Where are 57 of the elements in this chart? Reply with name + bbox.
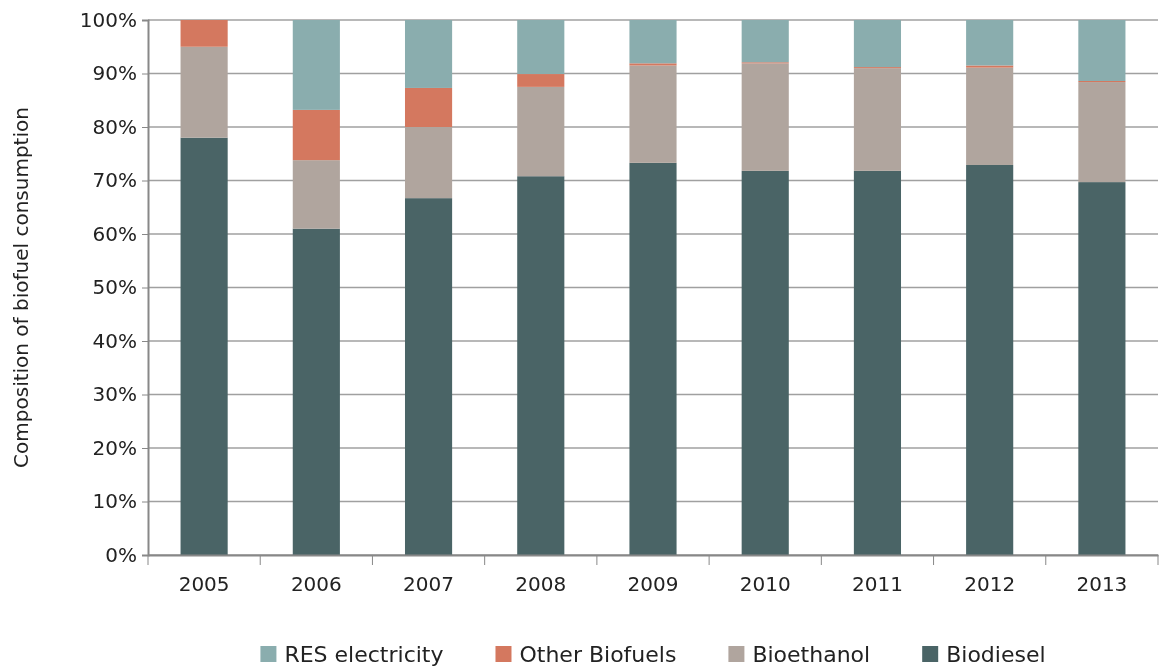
x-tick-label: 2011 bbox=[851, 572, 903, 597]
bar bbox=[966, 67, 1014, 165]
x-tick-label: 2007 bbox=[403, 572, 455, 597]
bar bbox=[404, 20, 453, 88]
y-tick-label: 30% bbox=[92, 382, 137, 407]
y-tick-label: 70% bbox=[92, 168, 137, 193]
bar bbox=[292, 20, 340, 110]
y-tick-label: 60% bbox=[92, 221, 137, 246]
bar bbox=[853, 68, 902, 171]
bar bbox=[853, 20, 902, 68]
bar bbox=[741, 63, 789, 171]
y-tick-label: 100% bbox=[79, 7, 137, 32]
bar bbox=[517, 74, 565, 87]
bar bbox=[404, 198, 453, 555]
bar bbox=[180, 46, 228, 138]
x-tick-label: 2005 bbox=[178, 572, 230, 597]
y-tick-label: 20% bbox=[92, 435, 137, 460]
x-tick-label: 2010 bbox=[739, 572, 791, 597]
bar bbox=[292, 109, 340, 161]
bar bbox=[966, 65, 1014, 68]
bar bbox=[517, 86, 565, 177]
y-tick-label: 40% bbox=[92, 328, 137, 353]
bar bbox=[741, 170, 789, 555]
y-tick-label: 0% bbox=[105, 542, 137, 567]
legend-label: Biodiesel bbox=[946, 642, 1046, 667]
bar bbox=[517, 20, 565, 75]
bar bbox=[629, 65, 677, 163]
bar bbox=[292, 228, 340, 555]
bar bbox=[1078, 20, 1126, 81]
x-tick-label: 2008 bbox=[515, 572, 567, 597]
bar bbox=[1078, 182, 1126, 555]
x-tick-label: 2012 bbox=[964, 572, 1016, 597]
bar bbox=[292, 160, 340, 229]
x-tick-label: 2013 bbox=[1076, 572, 1128, 597]
x-tick-label: 2006 bbox=[290, 572, 342, 597]
y-tick-label: 50% bbox=[92, 275, 137, 300]
bar bbox=[966, 20, 1014, 66]
bar bbox=[180, 137, 228, 555]
bar bbox=[517, 176, 565, 555]
bar bbox=[629, 162, 677, 555]
bar bbox=[1078, 82, 1126, 183]
y-axis-title: Composition of biofuel consumption bbox=[9, 107, 33, 468]
legend-label: RES electricity bbox=[284, 642, 444, 667]
bar bbox=[629, 20, 677, 64]
bar bbox=[404, 127, 453, 199]
bar bbox=[629, 63, 677, 66]
y-tick-label: 80% bbox=[92, 114, 137, 139]
bar bbox=[853, 170, 902, 555]
legend-label: Other Biofuels bbox=[519, 642, 677, 667]
bar bbox=[404, 87, 453, 127]
bar bbox=[741, 20, 789, 63]
legend-label: Bioethanol bbox=[752, 642, 871, 667]
bar bbox=[180, 20, 228, 47]
x-tick-label: 2009 bbox=[627, 572, 679, 597]
bar bbox=[966, 164, 1014, 555]
y-tick-label: 90% bbox=[92, 61, 137, 86]
y-tick-label: 10% bbox=[92, 489, 137, 514]
